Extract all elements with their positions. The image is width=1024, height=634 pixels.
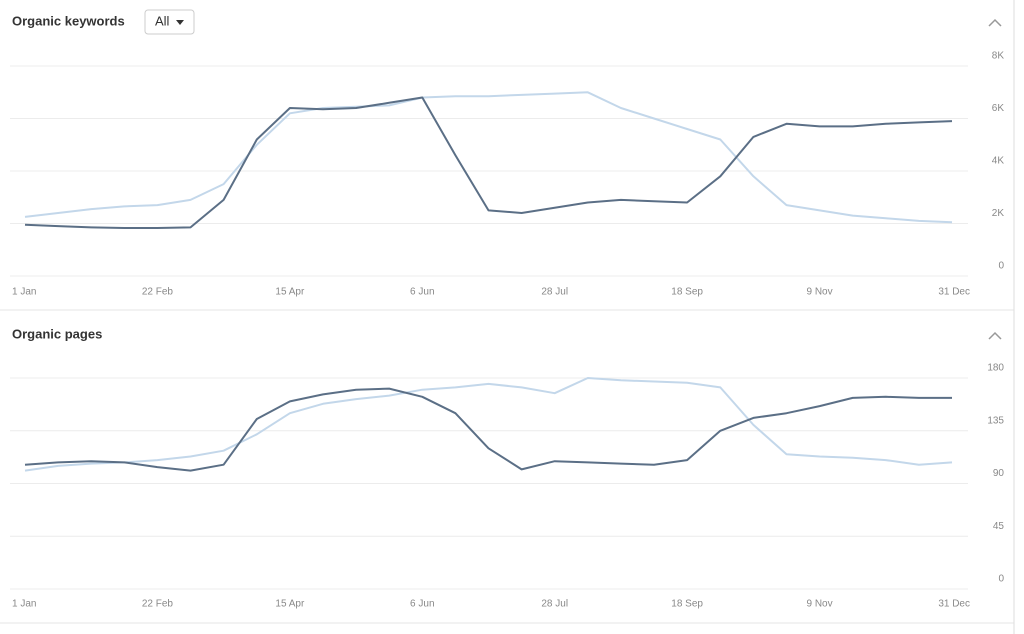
x-tick-label: 6 Jun (410, 287, 434, 298)
x-tick-label: 22 Feb (142, 599, 174, 610)
series-line (24, 96, 953, 229)
x-tick-label: 31 Dec (938, 599, 970, 610)
collapse-toggle[interactable] (988, 18, 1002, 27)
x-tick-label: 9 Nov (807, 287, 833, 298)
x-tick-label: 18 Sep (671, 287, 703, 298)
y-tick-label: 0 (998, 261, 1004, 272)
y-tick-label: 45 (993, 521, 1005, 532)
collapse-toggle[interactable] (988, 331, 1002, 340)
x-tick-label: 1 Jan (12, 287, 36, 298)
y-tick-label: 90 (993, 468, 1005, 479)
panel-title: Organic keywords (12, 13, 125, 28)
x-tick-label: 1 Jan (12, 599, 36, 610)
y-tick-label: 135 (987, 415, 1004, 426)
x-tick-label: 28 Jul (541, 287, 568, 298)
x-tick-label: 18 Sep (671, 599, 703, 610)
filter-dropdown[interactable]: All (144, 9, 195, 35)
y-tick-label: 0 (998, 574, 1004, 585)
x-tick-label: 15 Apr (275, 287, 305, 298)
y-tick-label: 8K (992, 51, 1005, 62)
y-tick-label: 6K (992, 103, 1005, 114)
y-tick-label: 2K (992, 208, 1005, 219)
y-tick-label: 180 (987, 363, 1004, 374)
x-tick-label: 9 Nov (807, 599, 833, 610)
x-tick-label: 31 Dec (938, 287, 970, 298)
dropdown-label: All (155, 13, 170, 28)
series-line (24, 377, 953, 472)
y-tick-label: 4K (992, 156, 1005, 167)
x-tick-label: 15 Apr (275, 599, 305, 610)
series-line (24, 387, 952, 472)
series-line (24, 91, 953, 224)
x-tick-label: 28 Jul (541, 599, 568, 610)
x-tick-label: 22 Feb (142, 287, 174, 298)
x-tick-label: 6 Jun (410, 599, 434, 610)
panel-title: Organic pages (12, 326, 102, 341)
